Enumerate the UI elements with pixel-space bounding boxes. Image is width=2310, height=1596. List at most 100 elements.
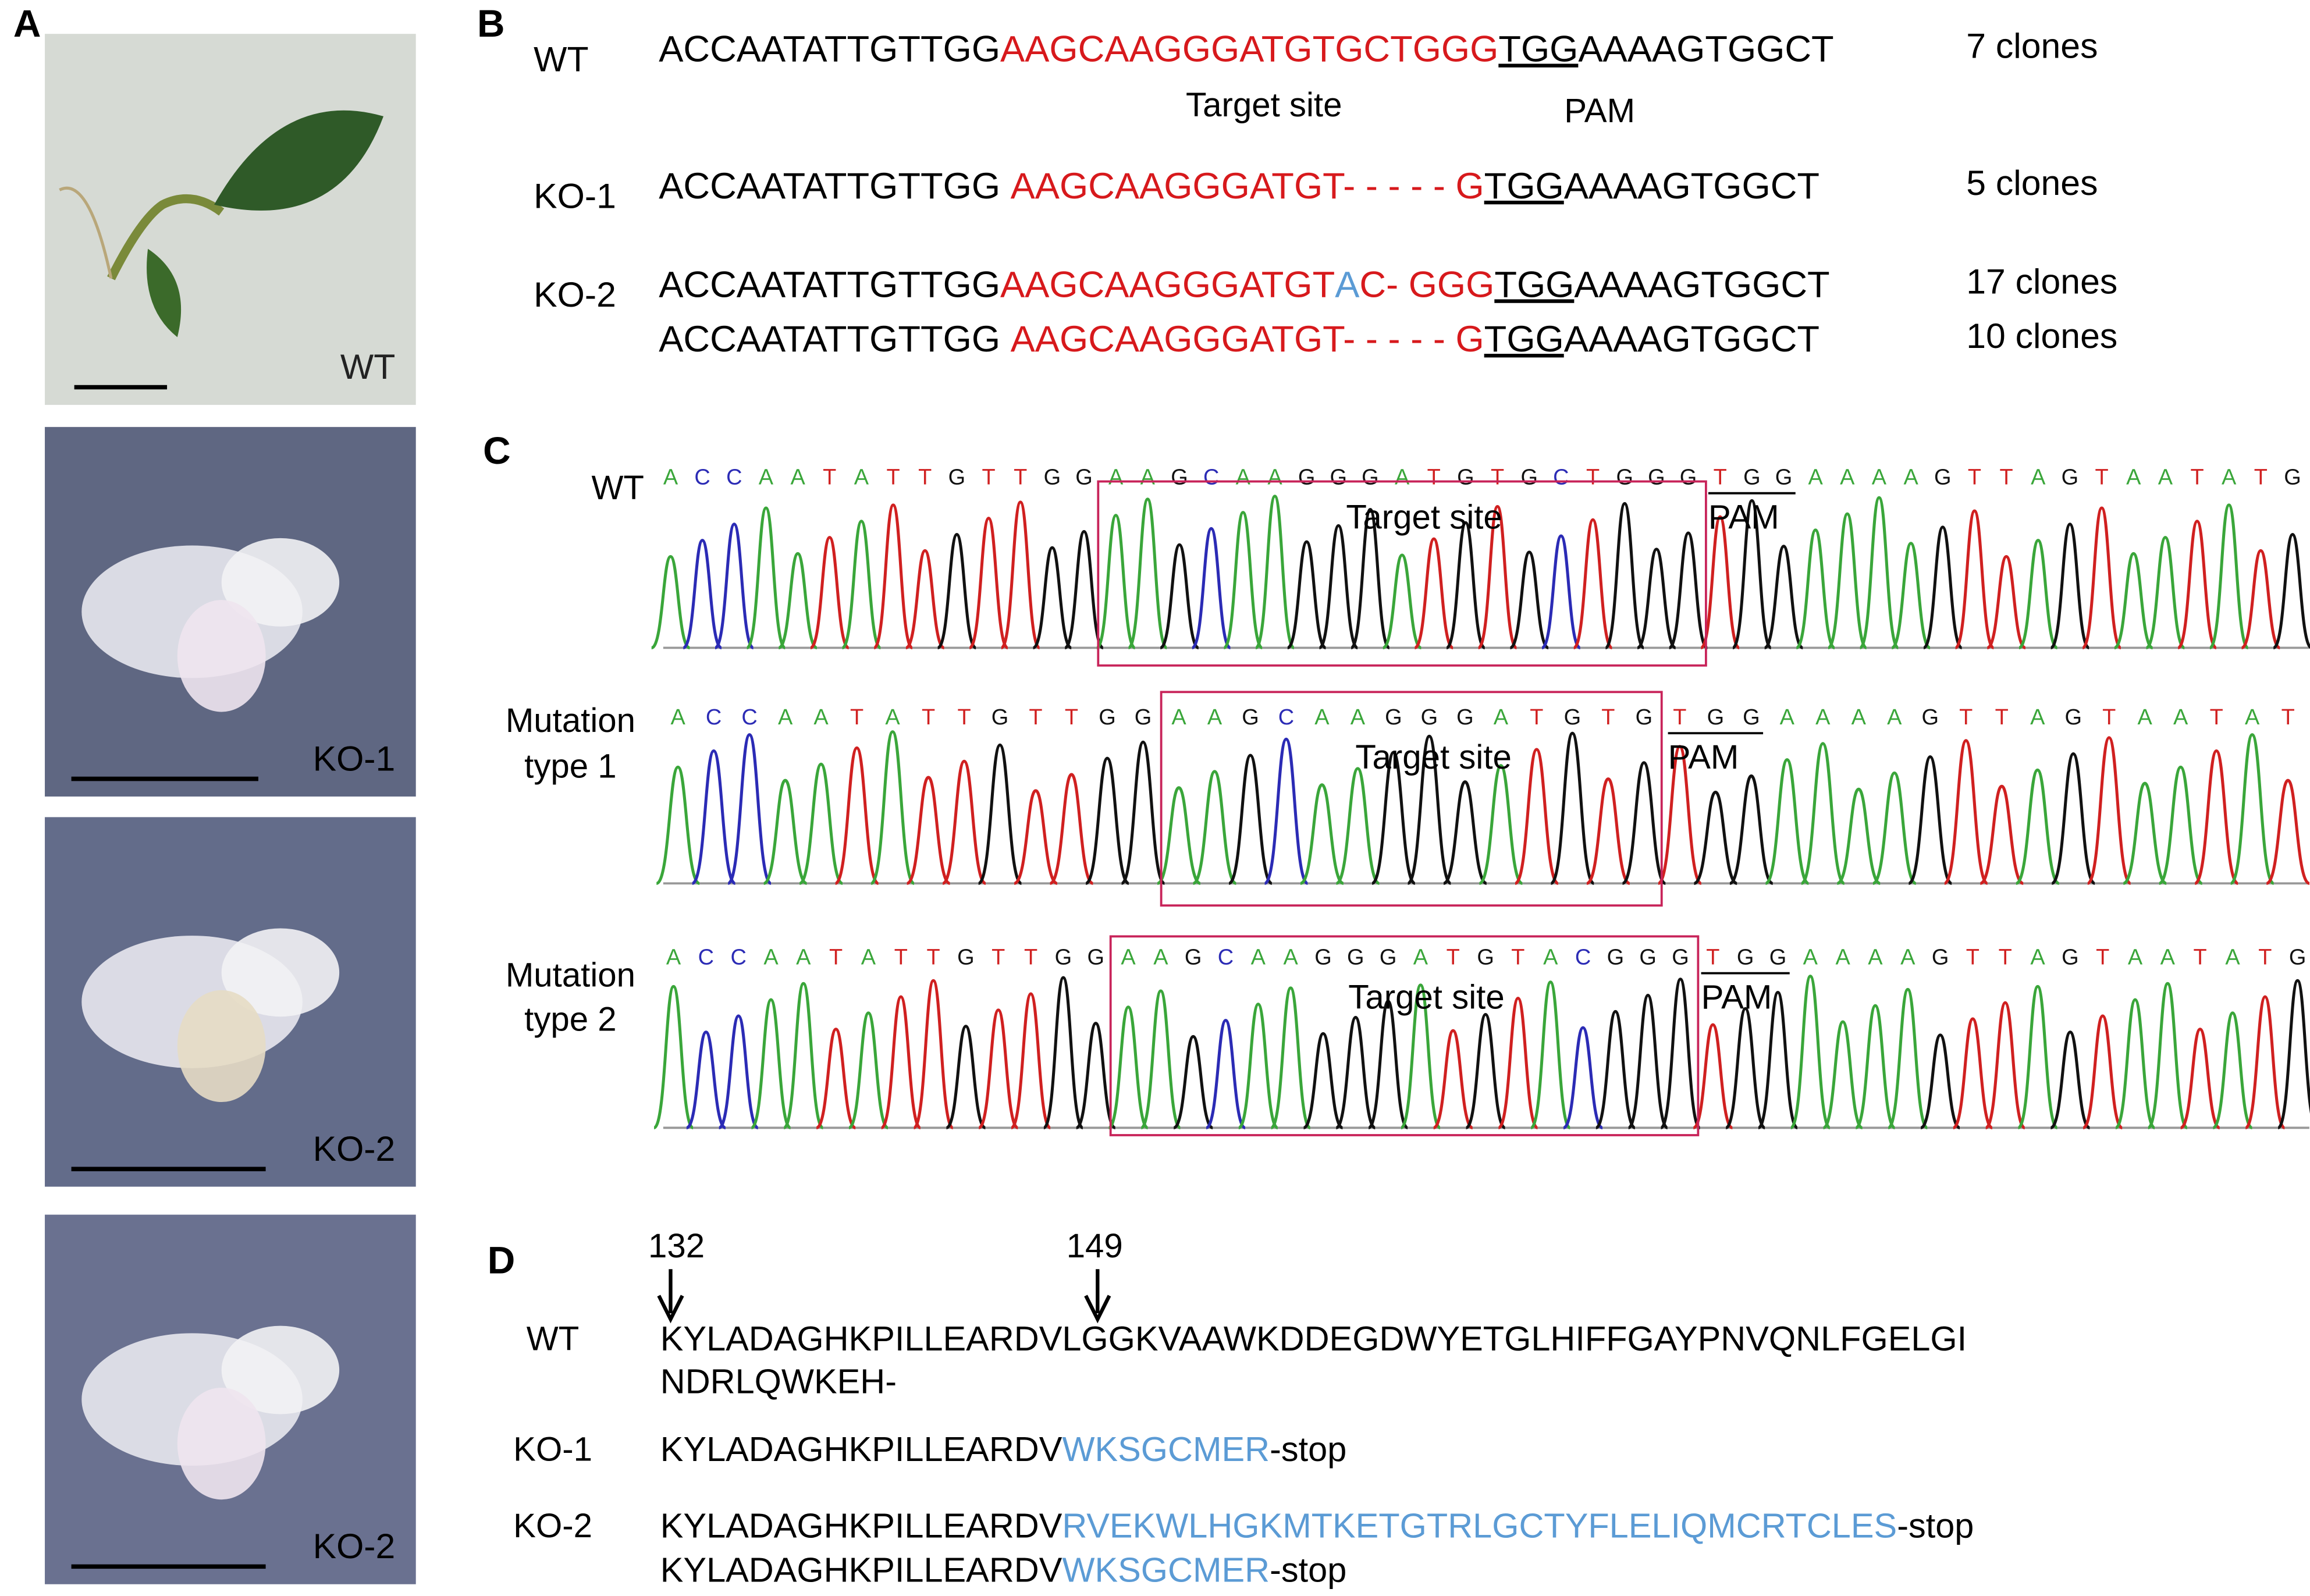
trace-peak (683, 539, 723, 649)
trace-peak (1822, 1020, 1863, 1129)
sequence-segment: KYLADAGHKPILLEARDVLGGKVAAWKDDEGDWYETGLHI… (660, 1319, 1967, 1358)
sequence-segment: KYLADAGHKPILLEARDV (660, 1430, 1062, 1469)
target-label: Target site (1348, 979, 1504, 1016)
trace-peak (2051, 752, 2096, 885)
base-call: G (1362, 465, 1379, 489)
sequence-segment: TGG (1498, 29, 1578, 69)
base-call: G (1087, 945, 1104, 969)
trace-peak (1433, 1029, 1473, 1129)
base-call: G (1707, 705, 1725, 730)
photo-label: KO-1 (313, 738, 396, 778)
trace-peak (1764, 545, 1804, 649)
base-call: A (1171, 705, 1186, 730)
trace-peak (1657, 745, 1703, 885)
trace-peak (1049, 773, 1094, 885)
base-call: A (861, 945, 876, 969)
trace-peak (2147, 982, 2188, 1129)
trace-peak (1303, 1032, 1344, 1129)
trace-peak (1400, 983, 1441, 1129)
base-call: T (1024, 945, 1037, 969)
trace-peak (1465, 1012, 1506, 1129)
base-call: G (1044, 465, 1061, 489)
sequence: KYLADAGHKPILLEARDVLGGKVAAWKDDEGDWYETGLHI… (660, 1319, 1967, 1358)
trace-peak (1980, 784, 2024, 885)
pam-label: PAM (1708, 499, 1779, 536)
trace-peak (1350, 508, 1391, 649)
base-call: G (1680, 465, 1697, 489)
trace-peak (718, 1014, 759, 1129)
base-call: A (813, 705, 829, 730)
sequence-segment: -stop (1270, 1550, 1346, 1589)
trace-peak (1530, 980, 1571, 1129)
base-call: A (1140, 465, 1156, 489)
trace-peak (1660, 977, 1701, 1129)
trace-peak (783, 982, 824, 1129)
trace-peak (2087, 736, 2131, 885)
base-call: C (1203, 465, 1219, 489)
trace-peak (1335, 767, 1380, 885)
trace-peak (1872, 771, 1917, 885)
sequence-segment: ACCAATATTGTTGG (659, 29, 1000, 69)
trace-peak (978, 1008, 1019, 1129)
base-call: A (1395, 465, 1410, 489)
base-call: T (2210, 705, 2223, 730)
trace-peak (1228, 753, 1273, 885)
trace-peak (1509, 550, 1550, 649)
trace-name: Mutation (506, 702, 635, 740)
base-call: G (1775, 465, 1793, 489)
sequence: ACCAATATTGTTGGAAGCAAGGGATGTAC- GGGTGGAAA… (659, 264, 1829, 305)
trace-peak (1299, 783, 1344, 885)
trace-peak (1445, 521, 1486, 649)
sequence: ACCAATATTGTTGGAAGCAAGGGATGTGCTGGGTGGAAAA… (659, 29, 1833, 69)
trace-peak (1479, 764, 1523, 885)
trace-peak (2082, 1014, 2123, 1129)
sequence-segment: AAAAGTGGCT (1578, 29, 1833, 69)
base-call: A (796, 945, 811, 969)
trace-peak (685, 1030, 727, 1129)
trace-peak (1668, 531, 1708, 649)
sequence-segment: KYLADAGHKPILLEARDV (660, 1506, 1062, 1545)
trace-name: type 1 (524, 747, 617, 785)
sequence-segment: ACCAATATTGTTGG (659, 264, 1000, 305)
trace-peak (2209, 503, 2249, 649)
trace-peak (905, 549, 945, 649)
plantlet (177, 1387, 266, 1500)
base-call: A (854, 465, 869, 489)
base-call: G (2062, 465, 2079, 489)
base-call: A (2245, 705, 2260, 730)
base-call: T (1601, 705, 1615, 730)
base-call: T (886, 465, 900, 489)
panel-label: C (483, 429, 511, 472)
base-call: T (1586, 465, 1600, 489)
target-label: Target site (1346, 499, 1502, 536)
base-call: T (922, 705, 935, 730)
trace-peak (763, 779, 808, 885)
trace-peak (1223, 511, 1263, 649)
sequence-segment: C- GGG (1359, 264, 1494, 305)
row-name: KO-1 (513, 1430, 592, 1468)
base-call: G (1564, 705, 1582, 730)
sequence: NDRLQWKEH- (660, 1362, 897, 1401)
base-call: G (2284, 465, 2301, 489)
base-call: A (1236, 465, 1251, 489)
sequence-segment: -stop (1897, 1506, 1974, 1545)
base-call: G (2062, 945, 2079, 969)
trace-peak (1985, 1001, 2026, 1129)
base-call: A (1872, 465, 1887, 489)
trace-peak (1622, 761, 1666, 885)
sequence: KYLADAGHKPILLEARDVWKSGCMER-stop (660, 1430, 1347, 1469)
base-call: A (1351, 705, 1366, 730)
sequence-segment: WKSGCMER (1062, 1430, 1270, 1469)
trace-peak (1407, 734, 1452, 885)
base-call: C (1575, 945, 1591, 969)
base-call: A (1267, 465, 1282, 489)
sequence-segment: AAGCAAGGGATGTGCTGGG (1000, 29, 1498, 69)
trace-peak (1855, 1004, 1896, 1129)
trace-peak (1636, 548, 1676, 649)
base-call: A (1835, 945, 1850, 969)
trace-peak (1270, 986, 1312, 1129)
trace-peak (2015, 768, 2060, 885)
trace-peak (2050, 522, 2090, 649)
trace-peak (2244, 995, 2286, 1129)
